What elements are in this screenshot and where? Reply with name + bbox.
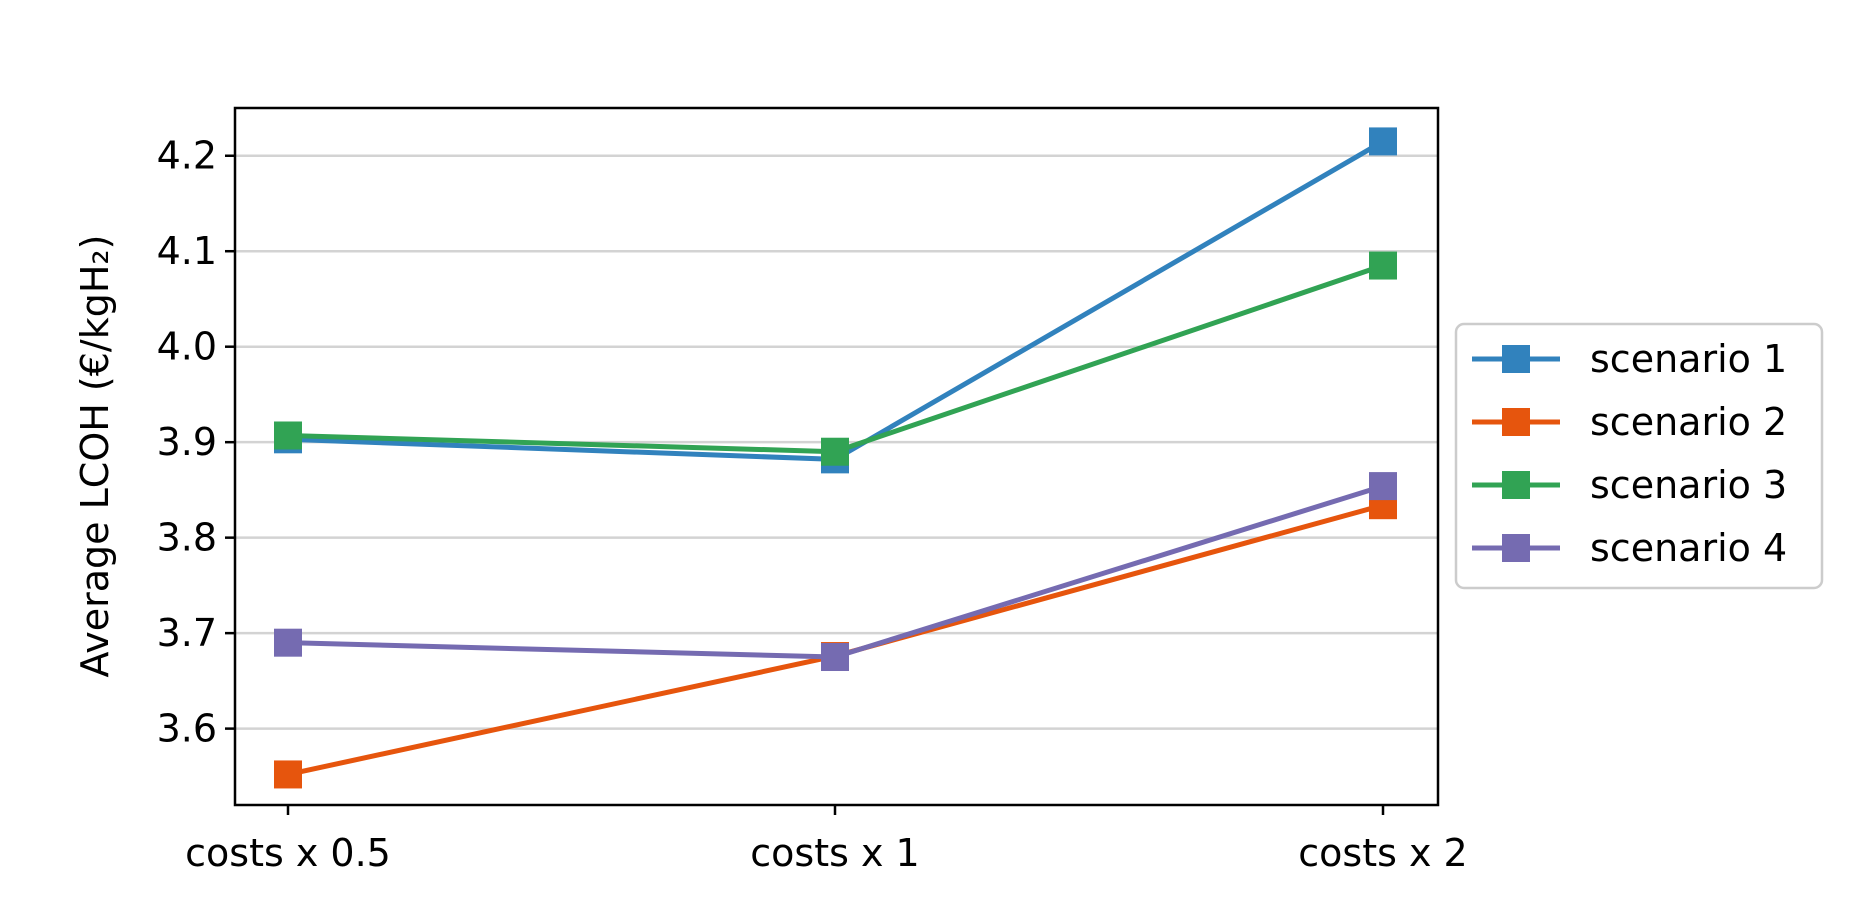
data-point-marker bbox=[821, 643, 849, 672]
x-tick-label: costs x 2 bbox=[1298, 831, 1467, 875]
legend-label: scenario 1 bbox=[1590, 337, 1787, 381]
x-tick-label: costs x 1 bbox=[750, 831, 919, 875]
data-point-marker bbox=[274, 760, 302, 789]
y-tick-label: 3.9 bbox=[157, 420, 217, 464]
legend-box bbox=[1454, 322, 1824, 590]
legend-label: scenario 2 bbox=[1590, 400, 1787, 444]
y-tick-label: 4.2 bbox=[157, 134, 217, 178]
legend-label: scenario 3 bbox=[1590, 463, 1787, 507]
y-tick-label: 3.8 bbox=[157, 516, 217, 560]
x-axis-ticks: costs x 0.5 costs x 1 costs x 2 bbox=[185, 805, 1468, 875]
legend-marker bbox=[1502, 471, 1530, 499]
y-tick-label: 3.7 bbox=[157, 611, 217, 655]
y-axis-ticks: 3.6 3.7 3.8 3.9 4.0 4.1 4.2 bbox=[157, 134, 235, 751]
data-point-marker bbox=[1369, 251, 1397, 280]
legend: scenario 1 scenario 2 scenario 3 scenario 4 bbox=[1454, 322, 1824, 590]
y-tick-label: 4.1 bbox=[157, 229, 217, 273]
data-point-marker bbox=[821, 437, 849, 466]
data-point-marker bbox=[274, 628, 302, 657]
series-line bbox=[287, 483, 1384, 660]
series-4 bbox=[274, 472, 1397, 672]
x-tick-label: costs x 0.5 bbox=[185, 831, 391, 875]
y-tick-label: 4.0 bbox=[157, 325, 217, 369]
legend-marker bbox=[1502, 534, 1530, 562]
legend-item: scenario 3 bbox=[1472, 463, 1787, 507]
series-1 bbox=[274, 127, 1397, 474]
legend-item: scenario 4 bbox=[1472, 526, 1787, 570]
series-lines bbox=[274, 127, 1397, 789]
legend-item: scenario 1 bbox=[1472, 337, 1787, 381]
y-tick-label: 3.6 bbox=[157, 707, 217, 751]
series-line bbox=[287, 502, 1384, 777]
y-axis-label: Average LCOH (€/kgH₂) bbox=[73, 235, 117, 678]
data-point-marker bbox=[1369, 127, 1397, 156]
data-point-marker bbox=[1369, 472, 1397, 501]
series-line bbox=[287, 263, 1384, 455]
legend-item: scenario 2 bbox=[1472, 400, 1787, 444]
plot-frame bbox=[233, 106, 1440, 807]
legend-marker bbox=[1502, 408, 1530, 436]
series-3 bbox=[274, 251, 1397, 466]
data-point-marker bbox=[274, 421, 302, 450]
legend-marker bbox=[1502, 345, 1530, 373]
series-line bbox=[287, 139, 1385, 462]
legend-label: scenario 4 bbox=[1590, 526, 1787, 570]
